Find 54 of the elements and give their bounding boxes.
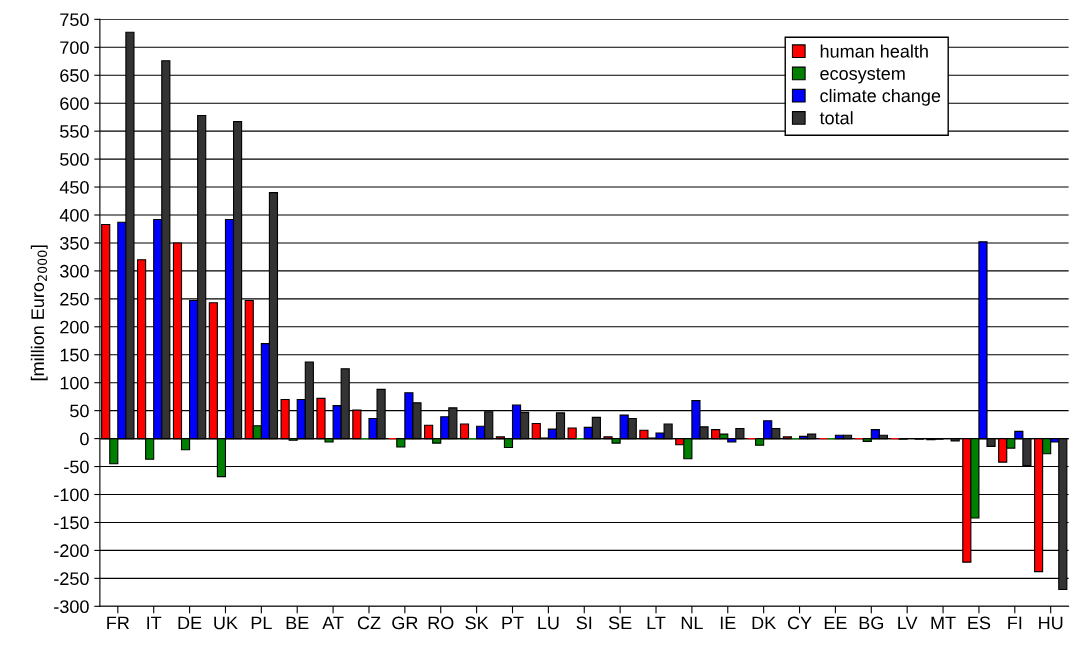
y-tick-label: 300: [60, 264, 89, 278]
x-tick-label: SK: [465, 616, 489, 630]
x-tick-label: IE: [720, 616, 736, 630]
x-tick-label: CY: [787, 616, 812, 630]
x-tick-label: SI: [576, 616, 592, 630]
x-tick-label: ES: [968, 616, 991, 630]
y-tick-label: 400: [59, 208, 89, 222]
y-tick-label: 450: [59, 180, 89, 194]
x-tick-label: BE: [286, 616, 309, 630]
x-tick-label: FI: [1008, 616, 1022, 630]
y-tick-label: 550: [60, 125, 89, 138]
y-tick-label: -250: [54, 572, 89, 586]
y-tick-label: 750: [60, 13, 89, 27]
x-tick-label: LV: [898, 616, 918, 630]
y-tick-label: 0: [80, 432, 89, 446]
x-tick-label: AT: [322, 616, 344, 630]
x-tick-label: FR: [107, 616, 130, 630]
x-tick-label: IT: [147, 616, 162, 630]
y-axis-title: [million Euro$_{2000}$]: [30, 245, 48, 381]
y-tick-label: 200: [60, 320, 89, 334]
x-tick-label: LU: [538, 616, 559, 630]
y-tick-label: 150: [60, 348, 89, 362]
x-tick-label: BG: [859, 616, 883, 630]
y-tick-label: 100: [60, 376, 89, 390]
y-tick-label: -300: [54, 600, 89, 614]
y-tick-label: 650: [60, 69, 89, 82]
y-tick-label: 50: [70, 404, 89, 418]
x-tick-label: EE: [824, 616, 847, 630]
y-tick-label: 600: [60, 97, 89, 110]
y-tick-label: -200: [54, 544, 89, 558]
y-tick-label: -50: [64, 460, 89, 474]
y-tick-label: -100: [54, 488, 89, 502]
y-tick-label: -150: [54, 516, 89, 530]
x-tick-label: NL: [681, 616, 703, 630]
x-tick-label: PL: [251, 616, 272, 630]
legend-label: ecosystem: [820, 68, 905, 84]
legend-label: total: [819, 111, 853, 125]
y-tick-label: 350: [60, 236, 89, 250]
y-tick-label: 250: [60, 292, 89, 306]
y-tick-label: 500: [60, 153, 89, 166]
x-tick-label: MT: [931, 616, 956, 630]
x-tick-label: HU: [1039, 616, 1063, 630]
x-tick-label: DE: [178, 616, 202, 630]
x-tick-label: LT: [647, 616, 666, 630]
x-tick-label: PT: [502, 616, 524, 630]
x-tick-label: GR: [392, 616, 418, 630]
x-tick-label: DK: [752, 616, 776, 630]
x-tick-label: UK: [214, 616, 238, 630]
x-tick-label: SE: [608, 616, 632, 630]
y-tick-label: 700: [60, 41, 89, 55]
legend-label: human health: [820, 44, 928, 58]
x-tick-label: CZ: [357, 616, 381, 630]
legend-label: climate change: [820, 88, 941, 106]
x-tick-label: RO: [428, 616, 454, 630]
